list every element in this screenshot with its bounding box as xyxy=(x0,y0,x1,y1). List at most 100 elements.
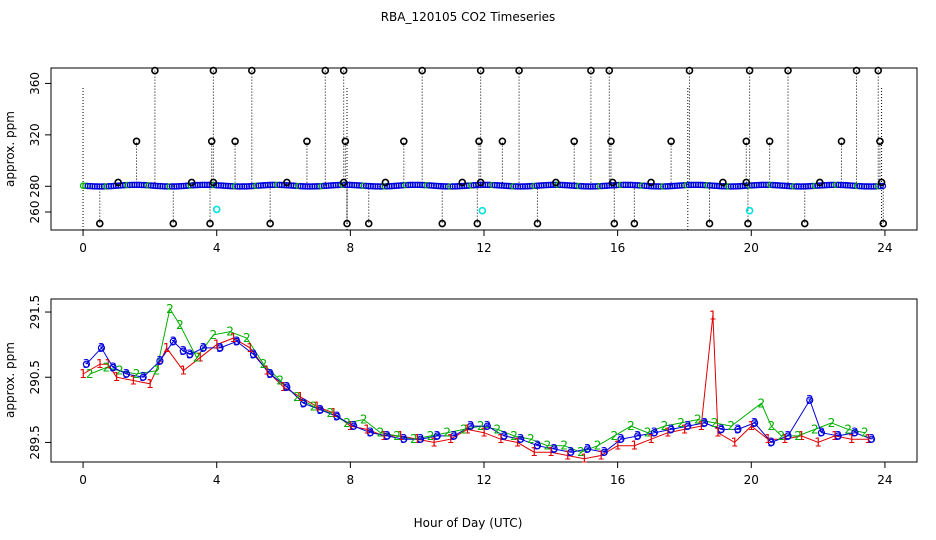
x-tick-label: 12 xyxy=(476,473,491,487)
series-3-point: 3 xyxy=(500,429,508,443)
circle-point xyxy=(156,357,164,365)
series-3-point: 3 xyxy=(667,422,675,436)
series-1-point: 1 xyxy=(480,426,488,440)
open-circle-point xyxy=(570,137,579,146)
open-circle-point xyxy=(533,219,542,228)
series-3-line xyxy=(86,340,872,453)
series-1-point: 1 xyxy=(848,432,856,446)
open-circle-point xyxy=(719,178,727,187)
y-axis-label-bottom: approx. ppm xyxy=(3,342,17,418)
series-2-point: 2 xyxy=(443,426,451,440)
series-1-point: 1 xyxy=(697,419,705,433)
circle-point xyxy=(199,344,207,352)
series-1-point: 1 xyxy=(709,308,717,322)
series-1-point: 1 xyxy=(196,351,204,365)
open-circle-point xyxy=(151,66,159,75)
series-3-point: 3 xyxy=(450,429,458,443)
circle-point xyxy=(767,438,775,447)
series-1-point: 1 xyxy=(681,422,689,436)
series-2-point: 2 xyxy=(577,445,585,459)
series-3-point: 3 xyxy=(584,442,592,456)
open-circle-point xyxy=(473,219,482,228)
series-2-point: 2 xyxy=(153,364,161,378)
series-1-point: 1 xyxy=(163,341,171,355)
x-tick-label: 0 xyxy=(79,473,87,487)
series-2-point: 2 xyxy=(828,416,836,430)
series-2-point: 2 xyxy=(133,367,141,381)
open-circle-point xyxy=(705,219,714,228)
circle-point xyxy=(109,363,117,372)
circle-point xyxy=(567,448,575,456)
open-circle-point xyxy=(852,66,861,75)
series-3-point: 3 xyxy=(467,419,475,433)
series-3-point: 3 xyxy=(333,409,341,423)
circle-point xyxy=(483,422,491,430)
open-circle-point xyxy=(187,178,196,187)
open-circle-point xyxy=(800,219,809,228)
series-1-point: 1 xyxy=(831,429,839,443)
series-2-point: 2 xyxy=(677,416,685,430)
series-1-point: 1 xyxy=(296,390,304,404)
series-2-point: 2 xyxy=(310,400,318,414)
open-circle-point xyxy=(458,178,467,187)
series-3-point: 3 xyxy=(651,426,659,440)
series-1-point: 1 xyxy=(363,422,371,436)
circle-point xyxy=(233,337,241,345)
circle-point xyxy=(751,419,759,427)
series-1-point: 1 xyxy=(113,370,121,384)
series-3-point: 3 xyxy=(250,347,258,361)
series-3-point: 3 xyxy=(350,419,358,433)
series-2-point: 2 xyxy=(260,357,268,371)
x-tick-label: 4 xyxy=(213,241,221,255)
series-2-point: 2 xyxy=(527,432,535,446)
open-circle-point xyxy=(610,219,619,228)
series-2-point: 2 xyxy=(477,419,485,433)
series-2-point: 2 xyxy=(711,416,719,430)
circle-point xyxy=(179,347,187,355)
circle-point xyxy=(122,370,131,378)
cyan-point xyxy=(212,205,221,214)
circle-point xyxy=(316,406,324,414)
series-1-point: 1 xyxy=(246,341,254,355)
series-1-point: 1 xyxy=(530,445,538,459)
series-3-point: 3 xyxy=(550,442,558,456)
circle-point xyxy=(139,373,147,381)
open-circle-point xyxy=(874,66,883,75)
series-1-point: 1 xyxy=(497,432,505,446)
series-3-point: 3 xyxy=(734,422,742,436)
series-2-point: 2 xyxy=(594,439,602,453)
open-circle-point xyxy=(339,66,348,75)
series-2-point: 2 xyxy=(427,429,435,443)
open-circle-point xyxy=(209,66,218,75)
circle-point xyxy=(433,432,441,440)
open-circle-point xyxy=(400,137,408,146)
series-1-point: 1 xyxy=(380,429,388,443)
open-circle-point xyxy=(303,137,311,146)
series-3-point: 3 xyxy=(534,439,542,453)
series-3-point: 3 xyxy=(200,341,208,355)
x-tick-label: 16 xyxy=(610,241,625,255)
series-1-point: 1 xyxy=(764,432,772,446)
series-2-point: 2 xyxy=(861,426,869,440)
series-2-point: 2 xyxy=(86,367,94,381)
series-3-point: 3 xyxy=(806,393,814,407)
series-2-point: 2 xyxy=(103,360,111,374)
open-circle-point xyxy=(498,137,507,146)
series-1-point: 1 xyxy=(547,445,555,459)
circle-point xyxy=(784,432,792,440)
open-circle-point xyxy=(341,137,350,146)
circle-point xyxy=(550,445,558,453)
open-circle-point xyxy=(95,219,104,228)
y-ticks-bottom: 289.5 290.5 291.5 xyxy=(28,295,51,460)
series-1-point: 1 xyxy=(313,400,321,414)
series-1-point: 1 xyxy=(263,364,271,378)
series-3-point: 3 xyxy=(216,341,224,355)
series-2-point: 2 xyxy=(326,406,334,420)
open-circles-top xyxy=(95,66,888,228)
series-2-point: 2 xyxy=(510,429,518,443)
open-circle-point xyxy=(744,219,752,228)
open-circle-point xyxy=(515,66,523,75)
open-circle-point xyxy=(742,178,751,187)
series-1-point: 1 xyxy=(714,426,722,440)
open-circle-point xyxy=(879,219,888,228)
